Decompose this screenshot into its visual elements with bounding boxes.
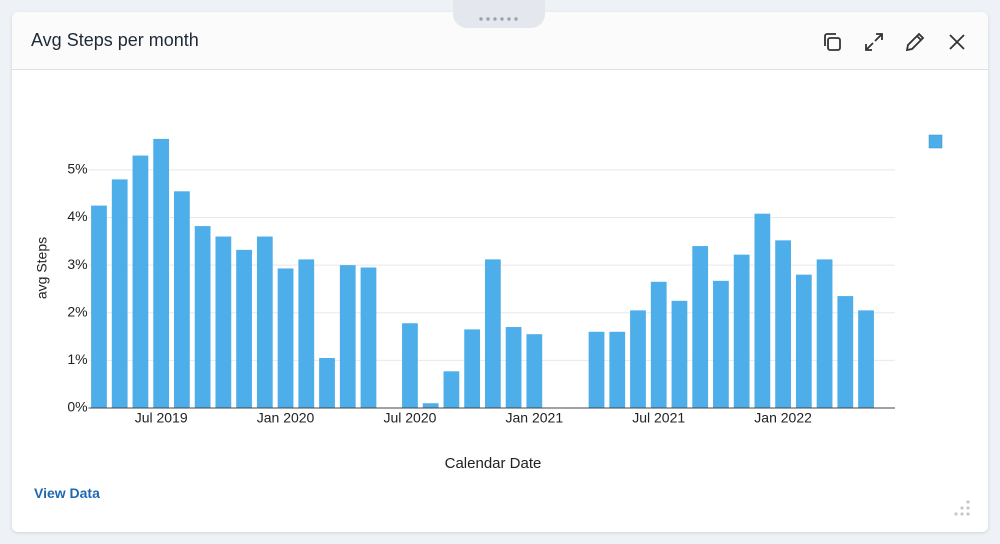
x-tick-label: Jul 2020 [383, 410, 436, 426]
bar [443, 371, 460, 408]
bar [464, 329, 481, 408]
bar [194, 226, 211, 408]
bar [339, 265, 356, 408]
bar [174, 191, 190, 408]
x-tick-label: Jul 2021 [632, 410, 685, 426]
bar [650, 281, 667, 408]
bar [402, 323, 418, 408]
bar [775, 240, 791, 408]
bar [319, 357, 335, 408]
bar [837, 296, 854, 408]
bar [484, 259, 501, 408]
x-tick-label: Jan 2022 [754, 410, 812, 426]
bar [754, 213, 771, 408]
bar [671, 300, 688, 408]
y-axis-title: avg Steps [34, 237, 50, 299]
legend-swatch [928, 134, 943, 149]
bar [505, 327, 522, 408]
card-title: Avg Steps per month [31, 30, 199, 50]
edit-icon[interactable] [903, 30, 927, 54]
bar [816, 259, 833, 408]
bar [526, 334, 543, 408]
bar [422, 403, 439, 408]
bar [215, 236, 232, 408]
drag-handle[interactable] [453, 0, 545, 28]
y-tick-label: 2% [67, 303, 87, 319]
bar [630, 310, 646, 408]
expand-icon[interactable] [862, 30, 886, 54]
bar [692, 246, 709, 408]
view-data-link[interactable]: View Data [34, 485, 100, 501]
bar [277, 268, 294, 408]
bar [111, 179, 128, 408]
y-tick-label: 4% [67, 208, 87, 224]
x-axis-title: Calendar Date [445, 455, 542, 472]
y-tick-label: 3% [67, 256, 87, 272]
bar [91, 205, 107, 408]
bar [132, 155, 149, 408]
bar [713, 280, 729, 408]
bar [236, 249, 252, 408]
y-tick-label: 1% [67, 351, 87, 367]
bar [256, 236, 273, 408]
y-tick-label: 5% [67, 161, 87, 177]
bar [588, 331, 605, 408]
close-icon[interactable] [945, 30, 969, 54]
y-tick-label: 0% [67, 399, 87, 415]
bar [609, 331, 626, 408]
bar [733, 254, 750, 408]
bar [298, 259, 315, 408]
x-tick-label: Jul 2019 [135, 410, 188, 426]
bar [795, 274, 812, 408]
bar [153, 138, 170, 408]
bar [360, 267, 377, 408]
x-tick-label: Jan 2021 [506, 410, 564, 426]
bar [858, 310, 874, 408]
x-tick-label: Jan 2020 [257, 410, 315, 426]
copy-icon[interactable] [820, 30, 844, 54]
